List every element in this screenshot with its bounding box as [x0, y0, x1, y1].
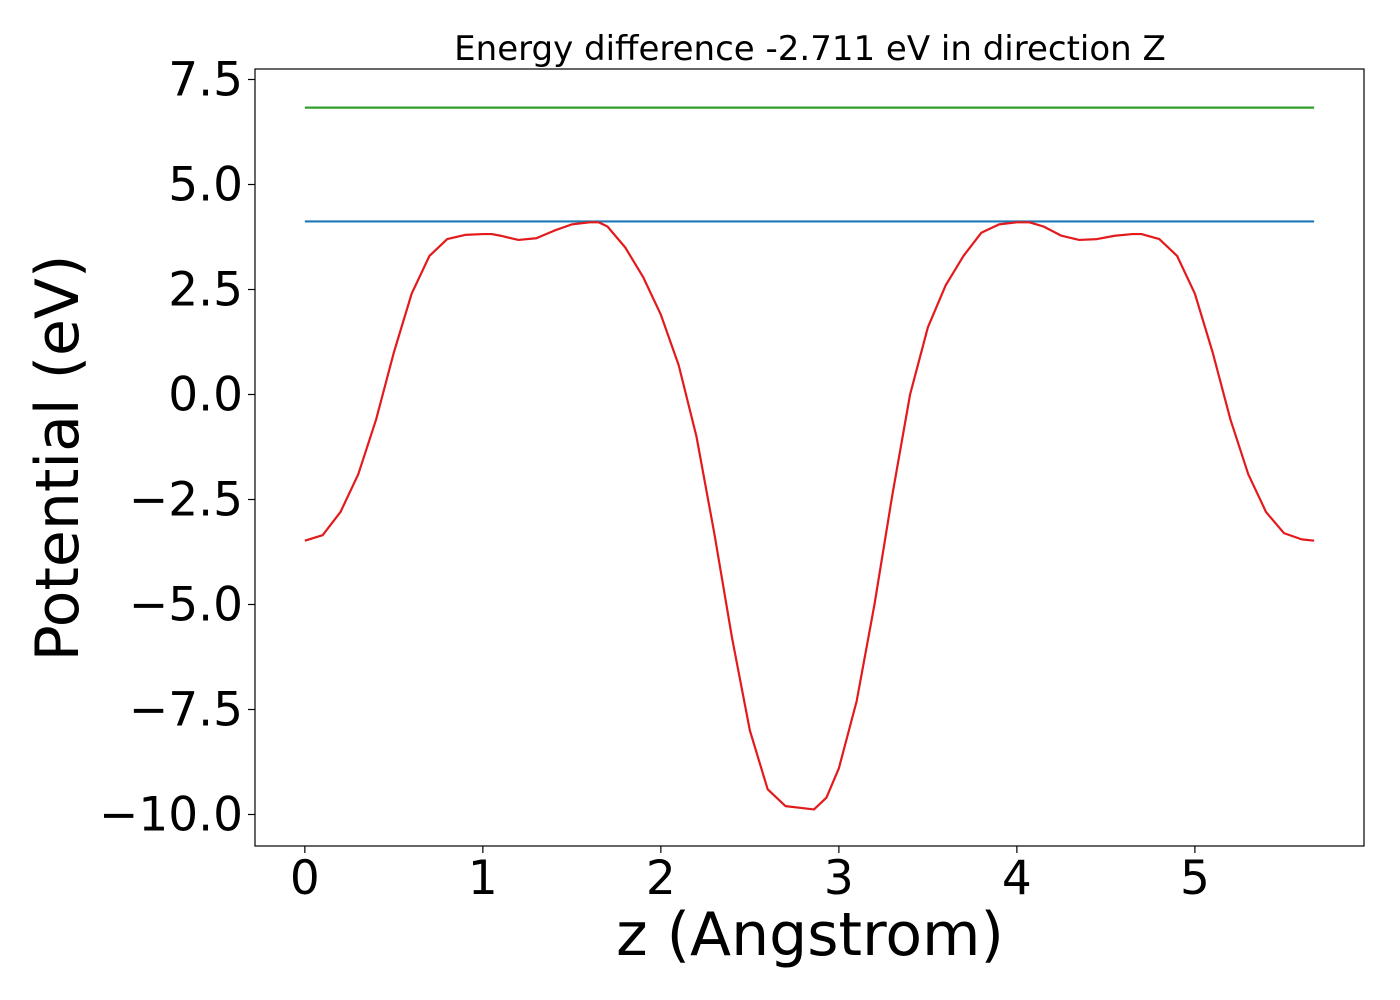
plot-area [304, 106, 1315, 811]
y-tick-label: −7.5 [129, 683, 243, 738]
y-axis: 7.5 5.0 2.5 0.0 −2.5 −5.0 −7.5 −10.0 [99, 53, 255, 843]
series-line-0 [304, 221, 1315, 811]
x-tick-label: 3 [824, 851, 854, 906]
y-axis-label: Potential (eV) [23, 255, 93, 662]
x-tick-label: 4 [1002, 851, 1032, 906]
plot-frame [254, 68, 1365, 847]
y-tick-label: 2.5 [168, 263, 243, 318]
y-tick-label: 0.0 [168, 368, 243, 423]
y-tick-label: −10.0 [99, 788, 243, 843]
x-tick-label: 1 [468, 851, 498, 906]
y-tick-label: 7.5 [168, 53, 243, 108]
y-tick-label: 5.0 [168, 158, 243, 213]
x-tick-label: 0 [290, 851, 320, 906]
x-axis: 0 1 2 3 4 5 [290, 846, 1210, 906]
x-tick-label: 2 [646, 851, 676, 906]
x-axis-label: z (Angstrom) [616, 900, 1004, 970]
chart-title: Energy difference -2.711 eV in direction… [454, 29, 1166, 69]
y-tick-label: −2.5 [129, 473, 243, 528]
y-tick-label: −5.0 [129, 578, 243, 633]
x-tick-label: 5 [1180, 851, 1210, 906]
